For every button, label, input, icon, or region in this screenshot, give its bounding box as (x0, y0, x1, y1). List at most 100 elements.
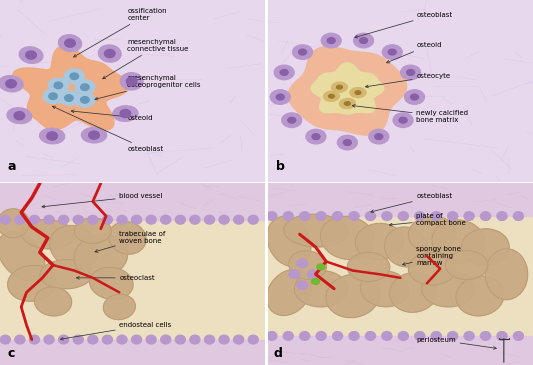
Bar (268, 183, 533, 216)
Ellipse shape (117, 335, 127, 344)
Ellipse shape (113, 106, 138, 121)
Ellipse shape (399, 117, 407, 123)
Ellipse shape (294, 270, 348, 307)
Ellipse shape (398, 212, 408, 220)
Ellipse shape (64, 69, 84, 84)
Ellipse shape (14, 112, 25, 120)
Ellipse shape (337, 135, 357, 150)
Ellipse shape (233, 335, 244, 344)
Ellipse shape (398, 331, 408, 340)
Ellipse shape (340, 99, 356, 108)
Ellipse shape (448, 331, 458, 340)
Ellipse shape (44, 335, 54, 344)
Ellipse shape (353, 33, 374, 48)
Ellipse shape (59, 215, 69, 224)
Ellipse shape (513, 212, 523, 220)
Ellipse shape (327, 38, 335, 43)
Ellipse shape (29, 215, 39, 224)
Ellipse shape (431, 212, 441, 220)
Ellipse shape (205, 215, 214, 224)
Ellipse shape (393, 113, 413, 127)
Ellipse shape (289, 270, 300, 278)
Ellipse shape (64, 95, 73, 101)
Text: plate of
compact bone: plate of compact bone (390, 213, 466, 226)
Ellipse shape (39, 128, 64, 144)
Text: periosteum: periosteum (416, 337, 496, 349)
Ellipse shape (120, 110, 131, 118)
Ellipse shape (407, 70, 415, 75)
Ellipse shape (47, 132, 58, 140)
Ellipse shape (293, 45, 312, 59)
Ellipse shape (283, 212, 293, 220)
Ellipse shape (324, 91, 340, 101)
Ellipse shape (99, 45, 121, 62)
Ellipse shape (382, 212, 392, 220)
Ellipse shape (102, 215, 112, 224)
Ellipse shape (73, 215, 83, 224)
Ellipse shape (306, 129, 326, 144)
Ellipse shape (40, 260, 93, 289)
Ellipse shape (448, 212, 458, 220)
Ellipse shape (369, 129, 389, 144)
Ellipse shape (160, 335, 171, 344)
Ellipse shape (19, 47, 43, 64)
Text: mesenchymal
connective tissue: mesenchymal connective tissue (103, 39, 189, 79)
Ellipse shape (333, 331, 343, 340)
Text: osteoblast: osteoblast (52, 106, 164, 152)
Ellipse shape (0, 335, 10, 344)
Ellipse shape (266, 331, 277, 340)
Ellipse shape (328, 95, 334, 98)
Ellipse shape (29, 335, 39, 344)
Ellipse shape (360, 271, 409, 307)
Ellipse shape (344, 102, 350, 105)
Ellipse shape (80, 84, 89, 91)
Text: d: d (273, 346, 282, 360)
Ellipse shape (26, 51, 36, 59)
Ellipse shape (90, 267, 133, 299)
Ellipse shape (320, 216, 374, 260)
Ellipse shape (415, 331, 425, 340)
Ellipse shape (415, 212, 425, 220)
Ellipse shape (21, 220, 74, 249)
Ellipse shape (312, 134, 320, 139)
Ellipse shape (343, 140, 351, 146)
Ellipse shape (70, 73, 78, 80)
Ellipse shape (266, 269, 311, 315)
Text: osteoid: osteoid (71, 110, 153, 121)
Ellipse shape (274, 65, 294, 80)
Ellipse shape (276, 94, 284, 100)
Ellipse shape (356, 223, 403, 260)
Text: mesenchymal
osteoprogenitor cells: mesenchymal osteoprogenitor cells (95, 75, 201, 100)
Text: blood vessel: blood vessel (42, 193, 163, 208)
Ellipse shape (233, 215, 244, 224)
Ellipse shape (132, 335, 142, 344)
Ellipse shape (0, 209, 29, 238)
Polygon shape (13, 45, 130, 130)
Ellipse shape (326, 274, 379, 318)
Ellipse shape (15, 215, 25, 224)
Ellipse shape (7, 265, 56, 301)
Ellipse shape (49, 93, 57, 100)
Ellipse shape (350, 88, 366, 97)
Ellipse shape (75, 93, 95, 107)
Ellipse shape (82, 127, 107, 143)
Ellipse shape (333, 212, 343, 220)
Ellipse shape (88, 215, 98, 224)
Ellipse shape (102, 335, 112, 344)
Ellipse shape (456, 276, 504, 316)
Ellipse shape (401, 65, 421, 80)
Ellipse shape (248, 335, 259, 344)
Ellipse shape (316, 212, 326, 220)
Ellipse shape (513, 331, 523, 340)
Ellipse shape (388, 49, 396, 55)
Ellipse shape (54, 82, 62, 89)
Ellipse shape (266, 212, 277, 220)
Text: a: a (8, 160, 17, 173)
Ellipse shape (360, 38, 368, 43)
Ellipse shape (288, 117, 296, 123)
Ellipse shape (405, 90, 424, 104)
Ellipse shape (431, 331, 441, 340)
Text: b: b (276, 160, 285, 173)
Ellipse shape (50, 226, 99, 268)
Bar (268, 336, 533, 365)
